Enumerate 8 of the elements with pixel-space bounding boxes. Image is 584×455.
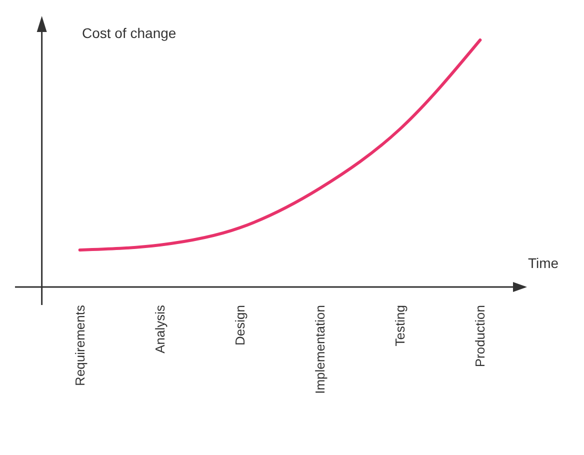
x-tick-label: Testing [392,305,408,346]
x-tick-label: Analysis [152,304,168,354]
y-axis-title: Cost of change [82,25,176,41]
x-tick-label: Requirements [72,304,88,386]
x-axis-title: Time [528,255,559,271]
x-tick-label: Implementation [312,305,328,394]
x-tick-label: Production [472,305,488,368]
x-tick-label: Design [232,305,248,346]
